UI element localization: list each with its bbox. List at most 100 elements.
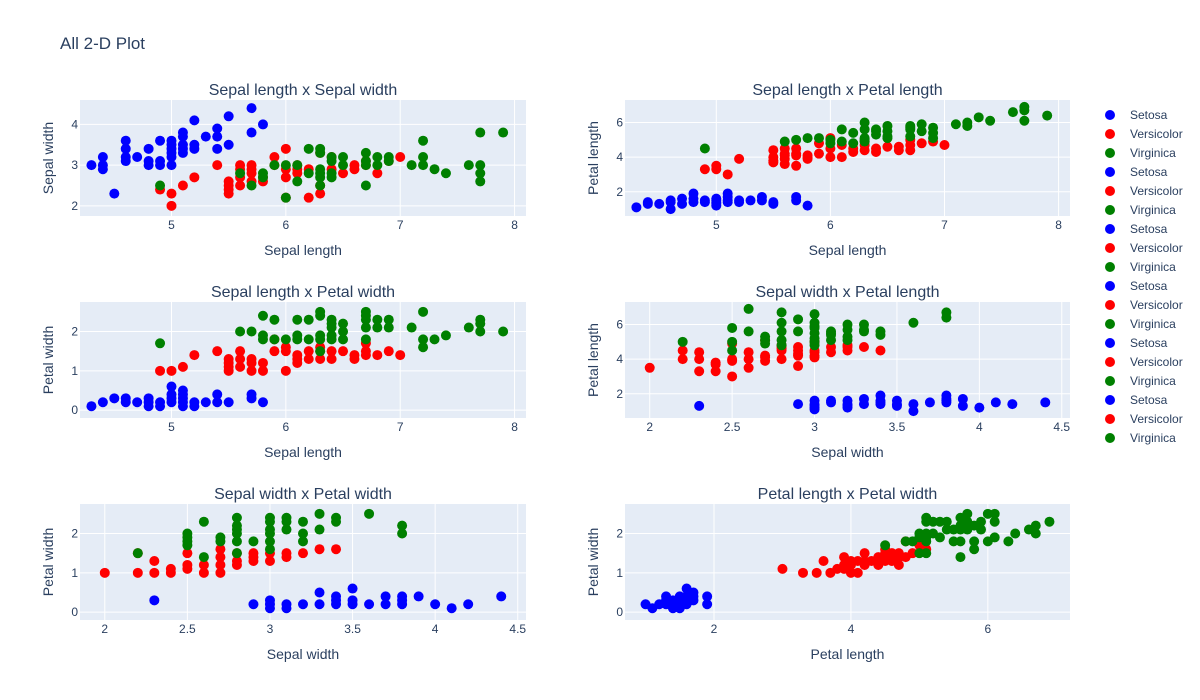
legend-item[interactable]: Setosa bbox=[1105, 279, 1168, 293]
data-point[interactable] bbox=[338, 168, 349, 179]
data-point[interactable] bbox=[893, 141, 904, 152]
data-point[interactable] bbox=[326, 330, 337, 341]
data-point[interactable] bbox=[338, 160, 349, 171]
data-point[interactable] bbox=[743, 303, 754, 314]
data-point[interactable] bbox=[338, 346, 349, 357]
data-point[interactable] bbox=[314, 544, 325, 555]
data-point[interactable] bbox=[166, 389, 177, 400]
data-point[interactable] bbox=[791, 160, 802, 171]
data-point[interactable] bbox=[928, 516, 939, 527]
data-point[interactable] bbox=[338, 318, 349, 329]
data-point[interactable] bbox=[380, 599, 391, 610]
data-point[interactable] bbox=[852, 567, 863, 578]
data-point[interactable] bbox=[694, 400, 705, 411]
data-point[interactable] bbox=[413, 591, 424, 602]
data-point[interactable] bbox=[1030, 528, 1041, 539]
data-point[interactable] bbox=[155, 397, 166, 408]
data-point[interactable] bbox=[149, 567, 160, 578]
data-point[interactable] bbox=[298, 536, 308, 547]
data-point[interactable] bbox=[97, 397, 108, 408]
data-point[interactable] bbox=[360, 180, 371, 191]
data-point[interactable] bbox=[1044, 516, 1055, 527]
data-point[interactable] bbox=[463, 322, 474, 333]
legend-item[interactable]: Setosa bbox=[1105, 165, 1168, 179]
data-point[interactable] bbox=[372, 151, 383, 162]
data-point[interactable] bbox=[372, 314, 383, 325]
data-point[interactable] bbox=[182, 548, 193, 559]
data-point[interactable] bbox=[269, 346, 280, 357]
data-point[interactable] bbox=[743, 326, 754, 337]
data-point[interactable] bbox=[246, 180, 257, 191]
data-point[interactable] bbox=[809, 317, 820, 328]
data-point[interactable] bbox=[475, 326, 486, 337]
data-point[interactable] bbox=[280, 342, 291, 353]
data-point[interactable] bbox=[802, 133, 813, 144]
data-point[interactable] bbox=[166, 160, 177, 171]
data-point[interactable] bbox=[743, 347, 754, 358]
legend-item[interactable]: Virginica bbox=[1105, 260, 1176, 274]
data-point[interactable] bbox=[776, 326, 787, 337]
data-point[interactable] bbox=[198, 559, 209, 570]
data-point[interactable] bbox=[331, 591, 342, 602]
data-point[interactable] bbox=[132, 397, 143, 408]
legend-item[interactable]: Versicolor bbox=[1105, 184, 1183, 198]
data-point[interactable] bbox=[360, 156, 371, 167]
data-point[interactable] bbox=[143, 393, 154, 404]
data-point[interactable] bbox=[212, 389, 223, 400]
data-point[interactable] bbox=[155, 338, 166, 349]
data-point[interactable] bbox=[212, 346, 223, 357]
data-point[interactable] bbox=[921, 548, 932, 559]
data-point[interactable] bbox=[257, 119, 268, 130]
data-point[interactable] bbox=[372, 322, 383, 333]
data-point[interactable] bbox=[665, 204, 676, 215]
data-point[interactable] bbox=[326, 168, 337, 179]
legend-item[interactable]: Versicolor bbox=[1105, 127, 1183, 141]
data-point[interactable] bbox=[836, 124, 847, 135]
data-point[interactable] bbox=[246, 365, 257, 376]
data-point[interactable] bbox=[941, 390, 952, 401]
legend-item[interactable]: Versicolor bbox=[1105, 298, 1183, 312]
data-point[interactable] bbox=[292, 350, 303, 361]
data-point[interactable] bbox=[916, 119, 927, 130]
data-point[interactable] bbox=[177, 361, 188, 372]
data-point[interactable] bbox=[905, 120, 916, 131]
data-point[interactable] bbox=[694, 354, 705, 365]
legend-item[interactable]: Virginica bbox=[1105, 146, 1176, 160]
data-point[interactable] bbox=[440, 168, 451, 179]
data-point[interactable] bbox=[791, 134, 802, 145]
data-point[interactable] bbox=[281, 524, 292, 535]
data-point[interactable] bbox=[475, 314, 486, 325]
data-point[interactable] bbox=[298, 548, 308, 559]
data-point[interactable] bbox=[257, 365, 268, 376]
data-point[interactable] bbox=[149, 595, 160, 606]
data-point[interactable] bbox=[246, 103, 257, 114]
data-point[interactable] bbox=[231, 520, 242, 531]
data-point[interactable] bbox=[269, 151, 280, 162]
data-point[interactable] bbox=[303, 346, 314, 357]
data-point[interactable] bbox=[246, 127, 257, 138]
data-point[interactable] bbox=[727, 336, 738, 347]
data-point[interactable] bbox=[248, 548, 259, 559]
data-point[interactable] bbox=[1030, 520, 1041, 531]
data-point[interactable] bbox=[315, 346, 326, 357]
data-point[interactable] bbox=[246, 354, 257, 365]
data-point[interactable] bbox=[235, 354, 246, 365]
data-point[interactable] bbox=[397, 591, 408, 602]
data-point[interactable] bbox=[166, 135, 177, 146]
data-point[interactable] bbox=[776, 335, 787, 346]
data-point[interactable] bbox=[813, 133, 824, 144]
data-point[interactable] bbox=[809, 395, 820, 406]
data-point[interactable] bbox=[143, 156, 154, 167]
data-point[interactable] bbox=[875, 326, 886, 337]
data-point[interactable] bbox=[791, 143, 802, 154]
data-point[interactable] bbox=[793, 314, 804, 325]
data-point[interactable] bbox=[711, 160, 722, 171]
data-point[interactable] bbox=[418, 342, 429, 353]
data-point[interactable] bbox=[215, 552, 226, 563]
data-point[interactable] bbox=[292, 160, 303, 171]
data-point[interactable] bbox=[768, 152, 779, 163]
data-point[interactable] bbox=[177, 127, 188, 138]
data-point[interactable] bbox=[314, 508, 325, 519]
data-point[interactable] bbox=[463, 599, 474, 610]
legend-item[interactable]: Setosa bbox=[1105, 222, 1168, 236]
